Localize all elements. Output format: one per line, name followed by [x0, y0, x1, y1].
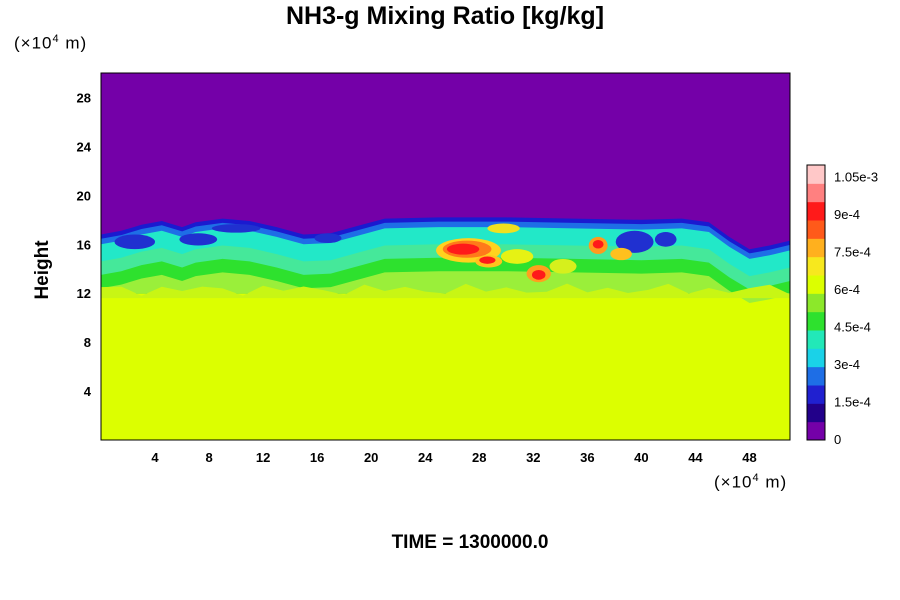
- colorbar-tick-label: 9e-4: [834, 207, 860, 222]
- colorbar-tick-label: 4.5e-4: [834, 320, 871, 335]
- colorbar-bin-9: [807, 256, 825, 276]
- x-tick-label: 20: [364, 450, 378, 465]
- peak-patch-11: [610, 247, 632, 261]
- x-tick-label: 24: [418, 450, 433, 465]
- colorbar-tick-label: 6e-4: [834, 282, 860, 297]
- colorbar-tick-label: 1.05e-3: [834, 170, 878, 185]
- x-tick-label: 40: [634, 450, 648, 465]
- peak-patch-4: [479, 256, 496, 264]
- dark-pocket-3: [314, 233, 342, 244]
- x-tick-label: 36: [580, 450, 594, 465]
- colorbar-bin-8: [807, 275, 825, 294]
- colorbar-bin-3: [807, 366, 825, 386]
- x-tick-label: 44: [688, 450, 703, 465]
- colorbar-bin-6: [807, 311, 825, 331]
- plot-frame: [100, 72, 791, 441]
- colorbar-tick-label: 7.5e-4: [834, 245, 871, 260]
- x-tick-label: 16: [310, 450, 324, 465]
- peak-patch-12: [487, 223, 520, 234]
- peak-patch-10: [549, 258, 577, 274]
- transition-band: [101, 217, 790, 303]
- dark-pocket-2: [211, 224, 261, 233]
- peak-patch-9: [500, 249, 534, 264]
- x-tick-label: 28: [472, 450, 486, 465]
- peak-patch-2: [446, 243, 480, 255]
- colorbar-bin-2: [807, 385, 825, 404]
- peak-patch-6: [531, 269, 546, 280]
- y-tick-label: 24: [77, 139, 92, 154]
- colorbar-bin-0: [807, 421, 825, 441]
- y-tick-label: 4: [84, 384, 92, 399]
- band-base-mix: [101, 283, 790, 299]
- colorbar-bin-10: [807, 238, 825, 258]
- colorbar-bin-14: [807, 165, 825, 184]
- colorbar-bin-13: [807, 183, 825, 203]
- colorbar-tick-label: 0: [834, 432, 841, 447]
- colorbar-tick-label: 3e-4: [834, 357, 860, 372]
- y-tick-label: 20: [77, 188, 91, 203]
- chart-title: NH3-g Mixing Ratio [kg/kg]: [285, 2, 605, 30]
- dark-pocket-1: [179, 233, 218, 246]
- colorbar-bin-5: [807, 330, 825, 349]
- time-label: TIME = 1300000.0: [391, 532, 549, 553]
- dark-pocket-5: [654, 232, 677, 247]
- x-axis-unit: (×104 m): [714, 472, 788, 492]
- dark-pocket-0: [114, 234, 156, 250]
- colorbar-tick-label: 1.5e-4: [834, 395, 871, 410]
- x-tick-label: 32: [526, 450, 540, 465]
- dark-pocket-4: [615, 230, 654, 253]
- peak-patch-8: [592, 239, 604, 249]
- colorbar-frame: [806, 164, 826, 441]
- x-tick-label: 12: [256, 450, 270, 465]
- x-tick-label: 48: [742, 450, 756, 465]
- colorbar-bin-11: [807, 220, 825, 239]
- y-tick-label: 12: [77, 286, 91, 301]
- colorbar-bin-12: [807, 201, 825, 221]
- x-tick-label: 8: [205, 450, 212, 465]
- y-tick-label: 16: [77, 237, 91, 252]
- band-lime: [101, 271, 790, 303]
- colorbar-bin-4: [807, 348, 825, 368]
- y-tick-label: 8: [84, 335, 91, 350]
- colorbar-bin-1: [807, 403, 825, 423]
- x-tick-label: 4: [151, 450, 159, 465]
- colorbar-bin-7: [807, 293, 825, 313]
- y-tick-label: 28: [77, 90, 91, 105]
- y-axis-unit: (×104 m): [14, 33, 88, 53]
- lower-region: [101, 293, 790, 440]
